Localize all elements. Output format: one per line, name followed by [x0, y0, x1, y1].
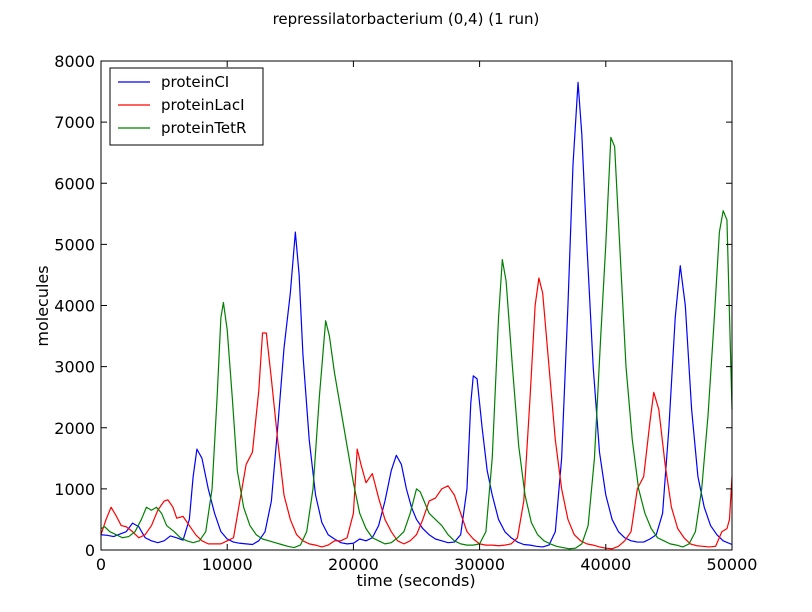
y-tick-label: 4000 — [54, 297, 95, 316]
legend-label-proteinTetR: proteinTetR — [161, 119, 246, 137]
y-tick-label: 3000 — [54, 358, 95, 377]
legend-label-proteinCI: proteinCI — [161, 73, 229, 91]
legend-label-proteinLacI: proteinLacI — [161, 96, 245, 114]
y-tick-label: 7000 — [54, 113, 95, 132]
y-tick-label: 6000 — [54, 174, 95, 193]
series-line-proteinCI — [100, 81, 733, 548]
y-tick-label: 1000 — [54, 480, 95, 499]
x-tick-label: 10000 — [202, 555, 253, 574]
series-line-proteinTetR — [100, 136, 733, 550]
y-tick-label: 2000 — [54, 419, 95, 438]
x-tick-label: 30000 — [454, 555, 505, 574]
series-line-proteinLacI — [100, 277, 733, 550]
x-tick-label: 50000 — [707, 555, 758, 574]
y-tick-label: 8000 — [54, 52, 95, 71]
x-axis-title: time (seconds) — [356, 571, 475, 590]
y-tick-label: 0 — [85, 541, 95, 560]
x-tick-label: 0 — [96, 555, 106, 574]
x-tick-label: 40000 — [580, 555, 631, 574]
y-axis: 0 1000 2000 3000 4000 5000 6000 7000 8000 — [54, 52, 732, 560]
y-axis-title: molecules — [33, 265, 52, 346]
legend-box — [109, 67, 264, 146]
y-tick-label: 5000 — [54, 235, 95, 254]
x-tick-label: 20000 — [328, 555, 379, 574]
x-axis: 0 10000 20000 30000 40000 50000 — [96, 61, 758, 574]
series-layer — [100, 81, 733, 550]
chart-title: repressilatorbacterium (0,4) (1 run) — [273, 10, 540, 28]
legend: proteinCI proteinLacI proteinTetR — [109, 67, 264, 146]
